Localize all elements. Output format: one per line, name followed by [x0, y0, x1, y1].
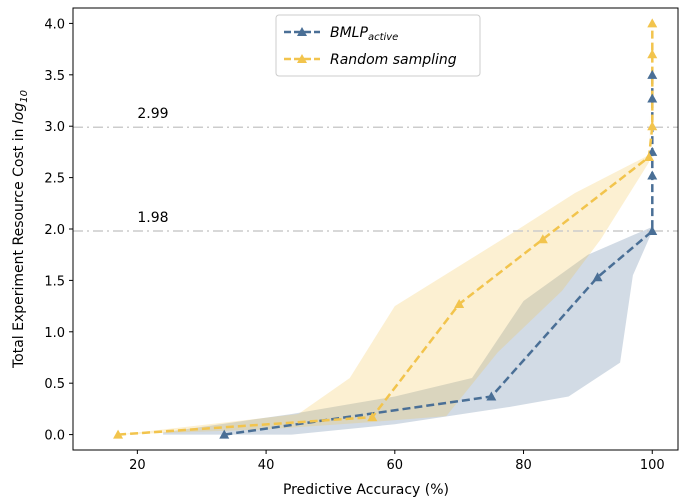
legend: BMLPactive Random sampling [275, 14, 481, 77]
marker-bmlp-4 [647, 170, 658, 180]
x-tick-label-20: 20 [129, 458, 146, 473]
x-tick-label-60: 60 [387, 458, 404, 473]
x-axis-label: Predictive Accuracy (%) [283, 482, 449, 498]
marker-random-1 [367, 412, 378, 422]
marker-random-3 [537, 234, 548, 244]
x-tick-label-100: 100 [640, 458, 665, 473]
reference-lines: 2.99 1.98 [73, 106, 678, 232]
legend-label-random: Random sampling [330, 52, 457, 68]
marker-bmlp-1 [486, 391, 497, 401]
y-tick-label-6: 3.0 [44, 120, 65, 135]
marker-random-6 [647, 49, 658, 59]
marker-bmlp-2 [592, 272, 603, 282]
y-tick-label-8: 4.0 [44, 17, 65, 32]
y-tick-label-5: 2.5 [44, 172, 65, 187]
marker-random-4 [644, 152, 655, 162]
y-tick-label-3: 1.5 [44, 274, 65, 289]
y-tick-label-7: 3.5 [44, 69, 65, 84]
legend-label-bmlp: BMLPactive [330, 25, 398, 43]
series-lines [118, 23, 654, 436]
y-axis-label-main: Total Experiment Resource Cost in [11, 124, 27, 369]
marker-random-5 [647, 121, 658, 131]
y-tick-label-0: 0.0 [44, 429, 65, 444]
y-axis-label-log: log [11, 103, 27, 124]
legend-swatch-marker-bmlp [297, 27, 307, 36]
confidence-bands [118, 23, 653, 435]
y-axis-label: Total Experiment Resource Cost in log10 [11, 90, 30, 369]
marker-random-2 [454, 299, 465, 309]
marker-bmlp-6 [647, 93, 658, 103]
marker-random-7 [647, 18, 658, 28]
y-axis-ticks: 0.0 0.5 1.0 1.5 2.0 2.5 3.0 3.5 4.0 [44, 17, 73, 444]
marker-random-0 [113, 429, 124, 439]
y-tick-label-1: 0.5 [44, 377, 65, 392]
legend-box [275, 14, 481, 77]
reference-label-1: 1.98 [137, 210, 168, 226]
legend-swatch-marker-random [297, 54, 307, 63]
reference-label-0: 2.99 [137, 106, 168, 122]
series-markers [113, 18, 658, 439]
y-tick-label-2: 1.0 [44, 326, 65, 341]
marker-bmlp-3 [647, 226, 658, 236]
band-bmlp [163, 74, 653, 435]
marker-bmlp-7 [647, 69, 658, 79]
y-tick-label-4: 2.0 [44, 223, 65, 238]
y-axis-label-sub: 10 [19, 90, 30, 103]
x-tick-label-80: 80 [515, 458, 532, 473]
x-tick-label-40: 40 [258, 458, 275, 473]
band-random [118, 23, 653, 435]
series-line-random [118, 23, 654, 436]
x-axis-ticks: 20 40 60 80 100 [129, 450, 665, 473]
marker-bmlp-0 [219, 429, 230, 439]
